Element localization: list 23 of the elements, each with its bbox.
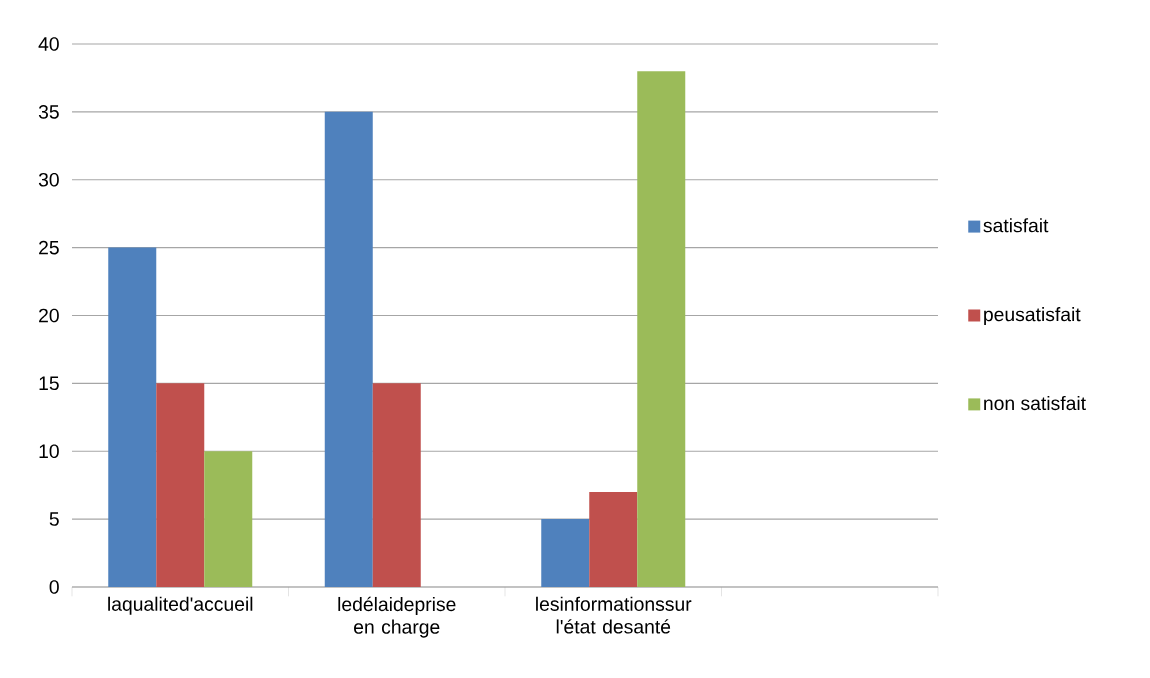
y-tick-label: 0 bbox=[49, 580, 59, 594]
y-tick-label: 20 bbox=[39, 308, 59, 323]
x-tick-label: ledélaideprise en charge bbox=[338, 596, 456, 638]
y-tick-label: 35 bbox=[38, 105, 59, 119]
bar bbox=[324, 111, 373, 587]
bar bbox=[372, 383, 421, 587]
legend-label: satisfait bbox=[983, 218, 1049, 233]
bar bbox=[156, 383, 205, 587]
bar bbox=[541, 519, 590, 587]
bar bbox=[204, 451, 253, 587]
legend-label: non satisfait bbox=[984, 395, 1086, 411]
bar bbox=[108, 247, 157, 587]
x-tick-label: laqualited'accueil bbox=[108, 596, 253, 615]
bar bbox=[589, 491, 638, 587]
x-tick-label: lesinformationssur l'état desanté bbox=[536, 596, 692, 634]
y-tick-label: 30 bbox=[38, 172, 59, 187]
y-tick-label: 25 bbox=[39, 240, 59, 255]
y-tick-label: 40 bbox=[38, 37, 59, 51]
legend-label: peusatisfait bbox=[984, 307, 1081, 326]
y-tick-label: 5 bbox=[49, 512, 59, 526]
bar bbox=[637, 71, 686, 587]
y-tick-label: 10 bbox=[39, 444, 59, 459]
y-tick-label: 15 bbox=[39, 376, 59, 391]
